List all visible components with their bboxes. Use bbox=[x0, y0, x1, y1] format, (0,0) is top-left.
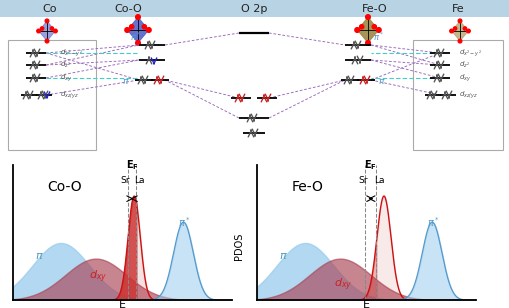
Bar bbox=[413, 40, 503, 150]
Circle shape bbox=[355, 28, 359, 32]
Circle shape bbox=[53, 29, 57, 33]
Text: Sr: Sr bbox=[120, 176, 130, 185]
Text: Co: Co bbox=[43, 3, 57, 14]
Bar bbox=[0, 0, 509, 17]
Text: Fe: Fe bbox=[451, 3, 464, 14]
Polygon shape bbox=[357, 17, 379, 43]
Circle shape bbox=[458, 39, 462, 43]
Y-axis label: PDOS: PDOS bbox=[234, 233, 244, 260]
Text: $\pi$: $\pi$ bbox=[35, 251, 43, 261]
Circle shape bbox=[40, 27, 44, 30]
Text: O 2p: O 2p bbox=[241, 3, 267, 14]
Text: $d_{z^2}$: $d_{z^2}$ bbox=[60, 60, 71, 70]
Circle shape bbox=[365, 41, 371, 45]
Text: $\pi$: $\pi$ bbox=[279, 251, 288, 261]
Text: $d_{xy}$: $d_{xy}$ bbox=[60, 72, 72, 84]
Polygon shape bbox=[127, 17, 149, 43]
Circle shape bbox=[130, 25, 134, 29]
Polygon shape bbox=[451, 21, 468, 41]
Text: $d_{xy}$: $d_{xy}$ bbox=[459, 72, 471, 84]
Text: $\pi^*$: $\pi^*$ bbox=[427, 216, 440, 229]
Text: La: La bbox=[134, 176, 144, 185]
Circle shape bbox=[142, 25, 147, 29]
Text: $d_{xz/yz}$: $d_{xz/yz}$ bbox=[459, 89, 478, 101]
Circle shape bbox=[454, 27, 457, 30]
Circle shape bbox=[147, 28, 151, 32]
Circle shape bbox=[45, 39, 49, 43]
Circle shape bbox=[463, 27, 467, 30]
Text: $d_{x^2-y^2}$: $d_{x^2-y^2}$ bbox=[60, 47, 83, 59]
Circle shape bbox=[50, 27, 53, 30]
Text: $d_{xz/yz}$: $d_{xz/yz}$ bbox=[60, 89, 79, 101]
Text: $\pi^*$: $\pi^*$ bbox=[178, 216, 191, 229]
Text: $\pi$: $\pi$ bbox=[122, 78, 129, 87]
X-axis label: E: E bbox=[363, 300, 370, 308]
Text: $d_{xy}$: $d_{xy}$ bbox=[90, 269, 108, 285]
Text: $\pi$: $\pi$ bbox=[378, 78, 385, 87]
X-axis label: E: E bbox=[119, 300, 126, 308]
Text: Co-O: Co-O bbox=[48, 180, 82, 194]
Circle shape bbox=[372, 25, 377, 29]
Text: Sr: Sr bbox=[358, 176, 367, 185]
Circle shape bbox=[377, 28, 381, 32]
Text: Fe-O: Fe-O bbox=[362, 3, 388, 14]
Circle shape bbox=[450, 29, 454, 33]
Text: Co-O: Co-O bbox=[114, 3, 142, 14]
Circle shape bbox=[458, 19, 462, 23]
Circle shape bbox=[359, 25, 364, 29]
Polygon shape bbox=[39, 21, 55, 41]
Circle shape bbox=[136, 41, 140, 45]
Text: $\mathbf{E_F}$: $\mathbf{E_F}$ bbox=[126, 159, 138, 172]
Circle shape bbox=[125, 28, 129, 32]
Text: Fe-O: Fe-O bbox=[292, 180, 324, 194]
Circle shape bbox=[45, 19, 49, 23]
Text: $d_{z^2}$: $d_{z^2}$ bbox=[459, 60, 470, 70]
Text: $\pi^*$: $\pi^*$ bbox=[130, 30, 142, 43]
Bar bbox=[8, 40, 96, 150]
Text: $\mathbf{E_F}$: $\mathbf{E_F}$ bbox=[364, 159, 377, 172]
Text: La: La bbox=[374, 176, 384, 185]
Text: $d_{x^2-y^2}$: $d_{x^2-y^2}$ bbox=[459, 47, 482, 59]
Circle shape bbox=[365, 15, 371, 19]
Circle shape bbox=[467, 29, 470, 33]
Circle shape bbox=[37, 29, 40, 33]
Text: $d_{xy}$: $d_{xy}$ bbox=[334, 277, 352, 293]
Text: $\pi^*$: $\pi^*$ bbox=[373, 30, 384, 43]
Circle shape bbox=[136, 15, 140, 19]
